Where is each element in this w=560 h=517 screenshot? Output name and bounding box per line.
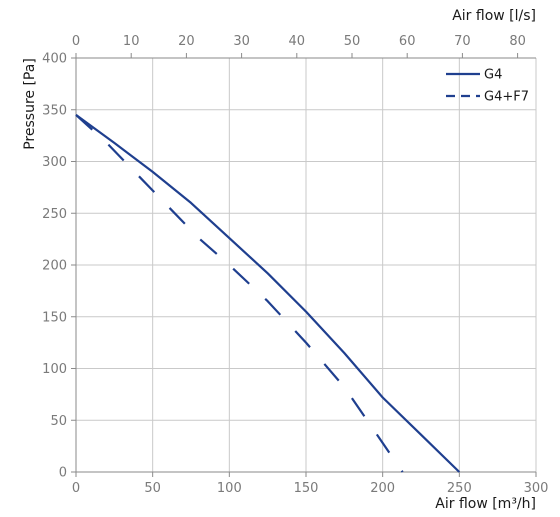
secondary-x-axis-title: Air flow [l/s] [452,8,536,24]
legend: G4 G4+F7 [446,68,529,105]
y-tick-label: 100 [42,362,67,377]
legend-label-2: G4+F7 [484,90,529,105]
x-tick-label: 150 [294,481,319,496]
y-tick-label: 400 [42,52,67,67]
x-tick-label: 50 [144,481,161,496]
x-tick-label: 300 [524,481,549,496]
y-tick-label: 300 [42,155,67,170]
series-group [75,114,461,473]
top-tick-label: 0 [72,34,80,49]
top-tick-label: 20 [178,34,195,49]
x-tick-label: 250 [447,481,472,496]
x-axis-title: Air flow [m³/h] [435,496,536,512]
top-tick-label: 50 [344,34,361,49]
bottom-axis-ticks: 0 50 100 150 200 250 300 [72,472,549,496]
top-tick-label: 60 [399,34,416,49]
y-tick-label: 150 [42,310,67,325]
top-tick-label: 10 [123,34,140,49]
left-axis-ticks: 0 50 100 150 200 250 300 350 400 [42,52,76,481]
y-tick-label: 0 [59,466,67,481]
top-tick-label: 70 [454,34,471,49]
y-tick-label: 250 [42,207,67,222]
top-tick-label: 80 [509,34,526,49]
x-tick-label: 0 [72,481,80,496]
x-tick-label: 200 [370,481,395,496]
top-axis-ticks: 0 10 20 30 40 50 60 70 80 [72,34,526,58]
series-line-1 [75,114,461,473]
legend-label-1: G4 [484,68,502,83]
grid [76,57,537,472]
y-axis-title: Pressure [Pa] [22,58,38,150]
x-tick-label: 100 [217,481,242,496]
top-tick-label: 30 [233,34,250,49]
top-tick-label: 40 [289,34,306,49]
y-tick-label: 350 [42,103,67,118]
series-line-2 [75,114,404,473]
y-tick-label: 200 [42,259,67,274]
y-tick-label: 50 [50,414,67,429]
